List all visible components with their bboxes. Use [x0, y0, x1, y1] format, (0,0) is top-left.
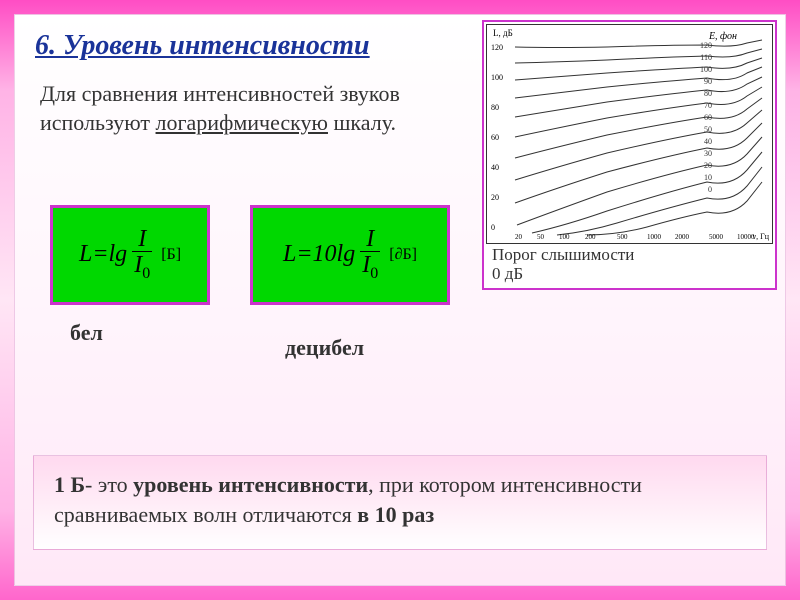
- def-mid1: - это: [85, 472, 133, 497]
- x-tick: 2000: [675, 233, 689, 241]
- label-decibel: децибел: [285, 335, 364, 361]
- formula1-num: I: [132, 227, 152, 252]
- x-tick: 100: [559, 233, 570, 241]
- x-tick: 5000: [709, 233, 723, 241]
- loudness-chart: L, дБ E, фон ν, Гц 120110100908070605040…: [482, 20, 777, 290]
- y-tick: 100: [491, 73, 503, 82]
- curve-label: 90: [704, 77, 712, 86]
- curve-label: 70: [704, 101, 712, 110]
- y-tick: 60: [491, 133, 499, 142]
- chart-caption: Порог слышимости 0 дБ: [492, 245, 634, 284]
- y-tick: 80: [491, 103, 499, 112]
- curve-label: 100: [700, 65, 712, 74]
- curve-label: 40: [704, 137, 712, 146]
- x-tick: 10000: [737, 233, 755, 241]
- curve-label: 20: [704, 161, 712, 170]
- formula2-lead: L=10lg: [283, 241, 355, 268]
- y-tick: 0: [491, 223, 495, 232]
- x-tick: 20: [515, 233, 522, 241]
- chart-plot-area: L, дБ E, фон ν, Гц 120110100908070605040…: [486, 24, 773, 244]
- subtitle-text: Для сравнения интенсивностей звуков испо…: [40, 80, 410, 137]
- curve-label: 120: [700, 41, 712, 50]
- chart-curves: [487, 25, 774, 243]
- x-tick: 500: [617, 233, 628, 241]
- formula1-den-sub: 0: [142, 265, 150, 282]
- curve-label: 50: [704, 125, 712, 134]
- x-tick: 200: [585, 233, 596, 241]
- definition-box: 1 Б- это уровень интенсивности, при кото…: [33, 455, 767, 550]
- formula2-num: I: [360, 227, 380, 252]
- y-tick: 40: [491, 163, 499, 172]
- formula1-unit: [Б]: [161, 246, 181, 264]
- formula-decibel: L=10lg I I0 [∂Б]: [250, 205, 450, 305]
- curve-label: 60: [704, 113, 712, 122]
- formula1-lead: L=lg: [79, 241, 127, 268]
- def-lead: 1 Б: [54, 472, 85, 497]
- label-bel: бел: [70, 320, 103, 346]
- formula1-den-base: I: [134, 252, 142, 278]
- def-bold2: в 10 раз: [357, 502, 434, 527]
- subtitle-underline: логарифмическую: [156, 110, 328, 135]
- y-tick: 120: [491, 43, 503, 52]
- curve-label: 10: [704, 173, 712, 182]
- curve-label: 30: [704, 149, 712, 158]
- def-bold1: уровень интенсивности: [133, 472, 368, 497]
- formula-bel: L=lg I I0 [Б]: [50, 205, 210, 305]
- x-tick: 1000: [647, 233, 661, 241]
- curve-label: 110: [700, 53, 712, 62]
- formula2-unit: [∂Б]: [389, 246, 417, 264]
- curve-label: 0: [708, 185, 712, 194]
- x-tick: 50: [537, 233, 544, 241]
- y-tick: 20: [491, 193, 499, 202]
- curve-label: 80: [704, 89, 712, 98]
- subtitle-post: шкалу.: [328, 110, 396, 135]
- section-title: 6. Уровень интенсивности: [35, 30, 370, 62]
- formula2-den-sub: 0: [370, 265, 378, 282]
